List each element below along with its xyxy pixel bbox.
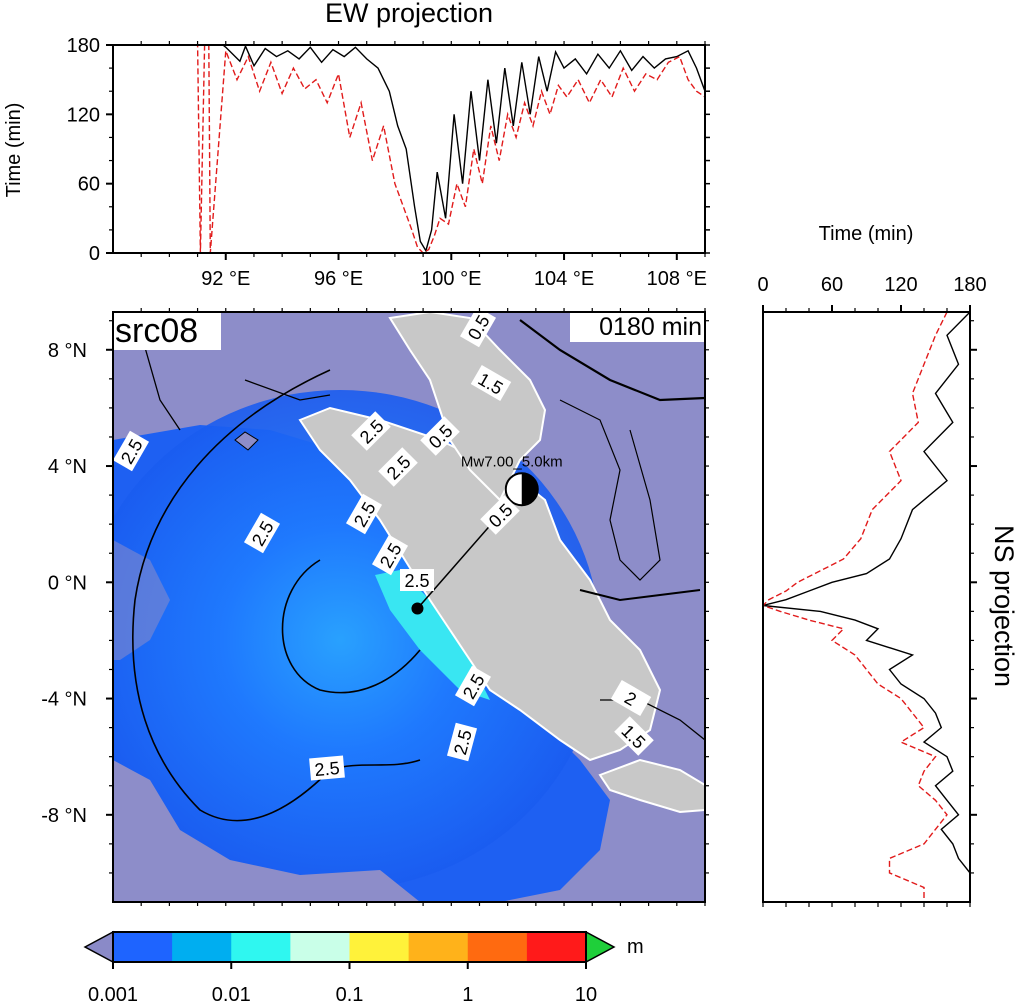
ns-xtick-label: 60 bbox=[821, 274, 843, 296]
ns-xtick-label: 180 bbox=[953, 274, 986, 296]
ew-xtick-label: 104 °E bbox=[534, 268, 594, 290]
colorbar-tick-label: 1 bbox=[462, 984, 473, 1004]
near-source-high bbox=[375, 570, 490, 700]
ew-title: EW projection bbox=[325, 0, 493, 28]
colorbar-tick-label: 0.01 bbox=[212, 984, 251, 1004]
map-axis-ticks: 8 °N 4 °N 0 °N -4 °N -8 °N bbox=[41, 308, 709, 906]
colorbar-segment bbox=[526, 932, 587, 962]
colorbar-unit: m bbox=[627, 936, 644, 958]
source-label-box bbox=[113, 312, 221, 350]
contour-label: 2.5 bbox=[371, 534, 409, 576]
ns-frame bbox=[762, 311, 971, 903]
contour-label: 2.5 bbox=[351, 411, 391, 451]
contour-label: 2.5 bbox=[400, 569, 434, 591]
map-panel: Mw7.00_5.0km 2.52.52.52.52.52.52.52.5 21.… bbox=[41, 308, 709, 906]
ew-series-line-1 bbox=[113, 45, 705, 253]
time-label-box bbox=[570, 312, 705, 342]
contour-label: 2.5 bbox=[309, 755, 345, 781]
colorbar-tick-label: 10 bbox=[575, 984, 597, 1004]
ew-xtick-label: 108 °E bbox=[647, 268, 707, 290]
colorbar-segment bbox=[113, 932, 173, 962]
svg-text:2.5: 2.5 bbox=[314, 758, 341, 780]
colorbar-segment bbox=[290, 932, 350, 962]
ns-series-line-0 bbox=[763, 312, 970, 902]
map-ytick-label: 0 °N bbox=[48, 572, 87, 594]
ew-xtick-label: 92 °E bbox=[201, 268, 250, 290]
ew-axis-ticks: 0 60 120 180 92 °E 96 °E 100 °E 104 °E 108 °E bbox=[67, 35, 710, 290]
ew-series-line-0 bbox=[113, 45, 705, 253]
colorbar: m 0.001 0.01 0.1 1 10 bbox=[83, 930, 644, 1004]
time-label: 0180 min bbox=[599, 313, 702, 341]
map-ytick-label: -4 °N bbox=[41, 689, 87, 711]
epicenter-marker bbox=[411, 602, 424, 615]
contour-line-northeast bbox=[519, 319, 705, 402]
ew-projection-panel: EW projection Time (min) 0 60 120 180 92 °E 9… bbox=[3, 0, 710, 290]
map-frame bbox=[112, 311, 706, 903]
contour-line-north bbox=[139, 329, 331, 431]
ew-ytick-label: 180 bbox=[67, 35, 100, 57]
ns-xtick-label: 0 bbox=[757, 274, 768, 296]
colorbar-segment bbox=[408, 932, 469, 962]
ns-axis-ticks: 0 60 120 180 bbox=[757, 274, 987, 907]
beachball-icon bbox=[504, 472, 539, 507]
colorbar-segment bbox=[172, 932, 232, 962]
event-label: Mw7.00_5.0km bbox=[461, 453, 563, 470]
ew-ytick-label: 120 bbox=[67, 104, 100, 126]
ew-ylabel: Time (min) bbox=[3, 103, 25, 198]
colorbar-under-triangle bbox=[83, 930, 114, 964]
contour-label: 1.5 bbox=[470, 364, 512, 402]
contour-line-southeast bbox=[579, 589, 701, 602]
ns-title: NS projection bbox=[989, 525, 1017, 687]
colorbar-segment bbox=[231, 932, 291, 962]
map-ytick-label: 8 °N bbox=[48, 340, 87, 362]
ew-series-group bbox=[113, 45, 705, 253]
source-label: src08 bbox=[115, 312, 198, 350]
island-contour-1 bbox=[234, 431, 259, 451]
colorbar-over-triangle bbox=[585, 930, 616, 964]
ns-xtick-label: 120 bbox=[884, 274, 917, 296]
colorbar-segment bbox=[349, 932, 410, 962]
shadow-zone-w bbox=[113, 540, 170, 660]
contour-label: 2 bbox=[610, 679, 652, 717]
colorbar-segment bbox=[467, 932, 528, 962]
svg-text:2.5: 2.5 bbox=[404, 571, 429, 591]
shadow-zone-sw bbox=[113, 760, 420, 902]
contour-label: 2.5 bbox=[243, 512, 281, 554]
ns-xlabel: Time (min) bbox=[819, 223, 914, 245]
map-ytick-label: -8 °N bbox=[41, 805, 87, 827]
ns-series-line-1 bbox=[763, 312, 948, 902]
ns-series-group bbox=[763, 312, 970, 902]
ew-frame bbox=[112, 44, 706, 254]
ew-xtick-label: 100 °E bbox=[421, 268, 481, 290]
colorbar-tick-label: 0.1 bbox=[336, 984, 364, 1004]
java-landmass bbox=[598, 758, 705, 814]
colorbar-tick-label: 0.001 bbox=[88, 984, 138, 1004]
contour-label: 2.5 bbox=[446, 722, 478, 762]
contour-line-inner bbox=[281, 559, 421, 694]
ns-projection-panel: Time (min) NS projection 0 60 120 180 bbox=[757, 223, 1017, 907]
colorbar-segments bbox=[113, 932, 587, 962]
contour-line-east bbox=[559, 399, 661, 581]
map-ytick-label: 4 °N bbox=[48, 456, 87, 478]
ew-xtick-label: 96 °E bbox=[314, 268, 363, 290]
ew-ytick-label: 0 bbox=[89, 243, 100, 265]
ew-ytick-label: 60 bbox=[78, 174, 100, 196]
colorbar-ticks: 0.001 0.01 0.1 1 10 bbox=[88, 962, 597, 1004]
